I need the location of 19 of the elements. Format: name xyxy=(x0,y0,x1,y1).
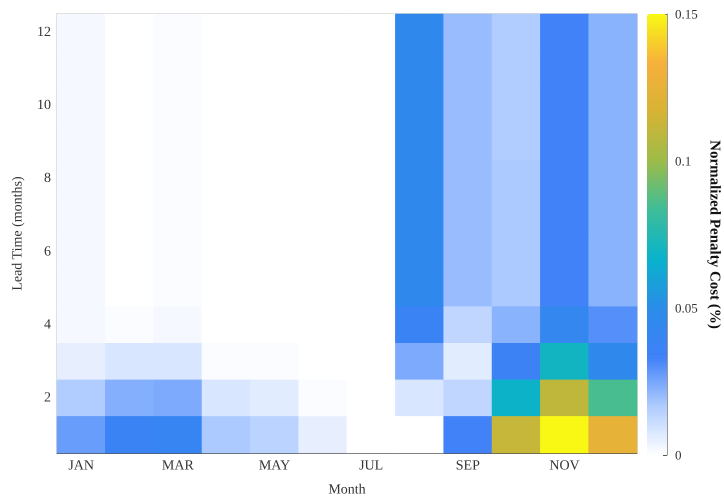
x-tick-label: MAY xyxy=(258,458,290,474)
color-bar-label: 0.05 xyxy=(675,300,698,316)
x-tick-label: JUL xyxy=(359,458,384,474)
color-bar-label: 0.15 xyxy=(675,6,698,22)
y-tick-label: 8 xyxy=(44,171,51,186)
x-tick-label: JAN xyxy=(68,458,94,474)
y-axis-title: Lead Time (months) xyxy=(10,176,26,291)
color-bar-label: 0.1 xyxy=(675,154,692,168)
color-bar-label: 0 xyxy=(675,448,682,462)
y-tick-label: 4 xyxy=(44,317,51,332)
y-tick-label: 6 xyxy=(44,244,51,260)
y-tick-label: 12 xyxy=(37,24,51,40)
y-tick-label: 2 xyxy=(44,390,51,406)
x-tick-label: SEP xyxy=(456,458,480,474)
y-tick-label: 10 xyxy=(37,98,51,113)
x-tick-label: MAR xyxy=(162,458,194,474)
color-bar-title: Normalized Penalty Cost (%) xyxy=(706,140,722,329)
x-axis-title: Month xyxy=(328,482,366,498)
x-tick-label: NOV xyxy=(549,458,580,474)
